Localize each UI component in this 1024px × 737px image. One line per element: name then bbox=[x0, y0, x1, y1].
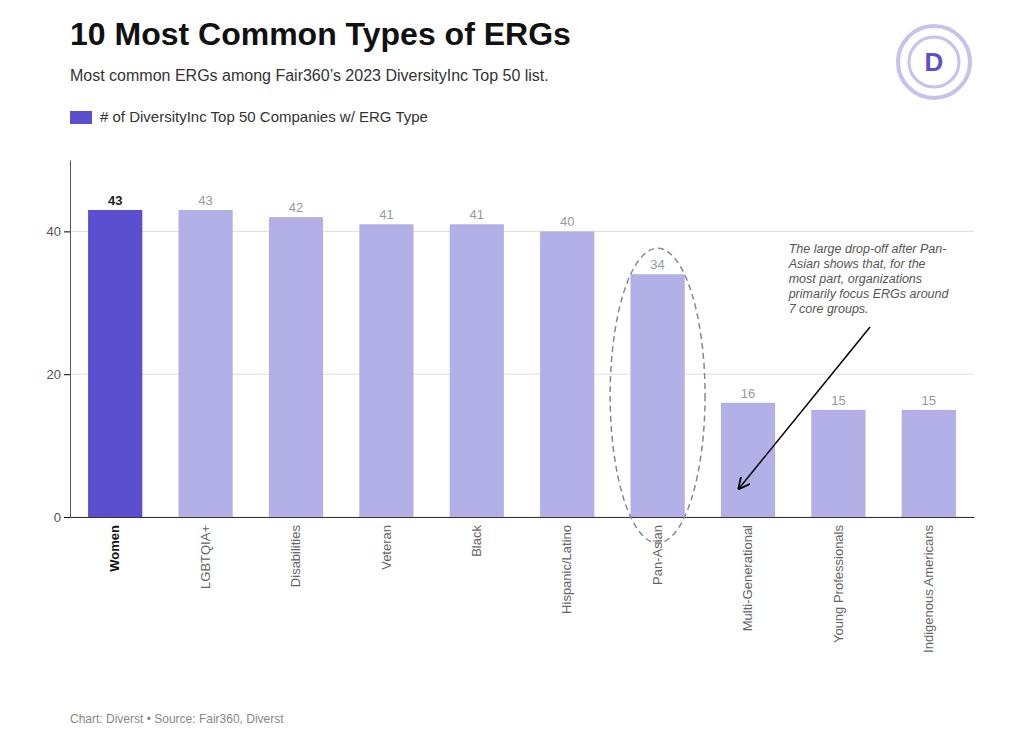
x-tick: Multi-Generational bbox=[740, 525, 755, 631]
y-tick-label: 20 bbox=[47, 367, 61, 382]
annotation: The large drop-off after Pan-Asian shows… bbox=[610, 242, 949, 543]
bar bbox=[178, 210, 232, 517]
y-axis: 0 20 40 bbox=[47, 161, 71, 525]
y-tick-label: 40 bbox=[47, 224, 61, 239]
data-label: 43 bbox=[108, 193, 122, 208]
x-tick: Disabilities bbox=[288, 525, 303, 588]
footer: Chart: Diverst • Source: Fair360, Divers… bbox=[70, 712, 284, 726]
x-axis: Women LGBTQIA+ Disabilities Veteran Black His… bbox=[71, 518, 975, 653]
x-tick-label: Multi-Generational bbox=[740, 525, 755, 631]
x-tick: LGBTQIA+ bbox=[198, 525, 213, 589]
y-tick-mark bbox=[64, 517, 70, 518]
x-tick: Indigenous Americans bbox=[921, 525, 936, 653]
bar bbox=[269, 217, 323, 517]
annotation-text: The large drop-off after Pan-Asian shows… bbox=[788, 242, 950, 316]
x-tick: Black bbox=[469, 525, 484, 557]
legend-label: # of DiversityInc Top 50 Companies w/ ER… bbox=[100, 108, 428, 125]
x-tick-label: Indigenous Americans bbox=[921, 525, 936, 653]
y-tick-label: 0 bbox=[54, 510, 61, 525]
logo-ring bbox=[898, 26, 970, 98]
data-label: 40 bbox=[560, 214, 574, 229]
title: 10 Most Common Types of ERGs bbox=[70, 16, 571, 52]
data-label: 41 bbox=[379, 207, 393, 222]
chart: 10 Most Common Types of ERGs Most common … bbox=[0, 0, 1024, 737]
legend-swatch bbox=[70, 111, 92, 124]
data-label: 34 bbox=[650, 257, 664, 272]
x-tick-label: Hispanic/Latino bbox=[559, 525, 574, 614]
bar bbox=[359, 224, 413, 517]
x-tick-label: Women bbox=[107, 525, 122, 572]
annotation-arrow bbox=[739, 327, 870, 488]
y-axis-line bbox=[70, 161, 71, 518]
y-tick: 0 bbox=[54, 510, 70, 525]
bar bbox=[902, 410, 956, 517]
x-axis-line bbox=[71, 517, 975, 518]
x-tick-label: Veteran bbox=[379, 525, 394, 570]
x-tick: Women bbox=[107, 525, 122, 572]
logo-text: D bbox=[925, 47, 944, 77]
data-label: 15 bbox=[922, 393, 936, 408]
x-tick-label: Young Professionals bbox=[831, 525, 846, 644]
y-tick: 40 bbox=[47, 224, 70, 239]
bar bbox=[450, 224, 504, 517]
plot: 43 43 42 41 41 40 34 16 15 15 0 20 40 Women LGBTQIA+ Di… bbox=[47, 161, 975, 653]
legend: # of DiversityInc Top 50 Companies w/ ER… bbox=[70, 108, 428, 125]
logo: D bbox=[898, 26, 970, 98]
data-label: 42 bbox=[289, 200, 303, 215]
data-label: 41 bbox=[470, 207, 484, 222]
y-tick: 20 bbox=[47, 367, 70, 382]
bar bbox=[630, 274, 684, 517]
bar bbox=[88, 210, 142, 517]
highlight-ellipse bbox=[610, 248, 705, 543]
y-tick-mark bbox=[64, 231, 70, 232]
y-tick-mark bbox=[64, 374, 70, 375]
x-tick: Veteran bbox=[379, 525, 394, 570]
data-label: 16 bbox=[741, 386, 755, 401]
logo-ring bbox=[909, 37, 959, 87]
bar bbox=[721, 403, 775, 517]
x-tick: Pan-Asian bbox=[650, 525, 665, 585]
x-tick: Young Professionals bbox=[831, 525, 846, 644]
x-tick-label: Disabilities bbox=[288, 525, 303, 588]
x-tick-label: LGBTQIA+ bbox=[198, 525, 213, 589]
legend-item: # of DiversityInc Top 50 Companies w/ ER… bbox=[70, 108, 428, 125]
x-tick: Hispanic/Latino bbox=[559, 525, 574, 614]
data-label: 15 bbox=[831, 393, 845, 408]
data-label: 43 bbox=[198, 193, 212, 208]
bars bbox=[88, 210, 956, 517]
subtitle: Most common ERGs among Fair360’s 2023 Di… bbox=[70, 67, 549, 84]
x-tick-label: Black bbox=[469, 525, 484, 557]
x-tick-label: Pan-Asian bbox=[650, 525, 665, 585]
bar bbox=[540, 231, 594, 517]
bar bbox=[811, 410, 865, 517]
